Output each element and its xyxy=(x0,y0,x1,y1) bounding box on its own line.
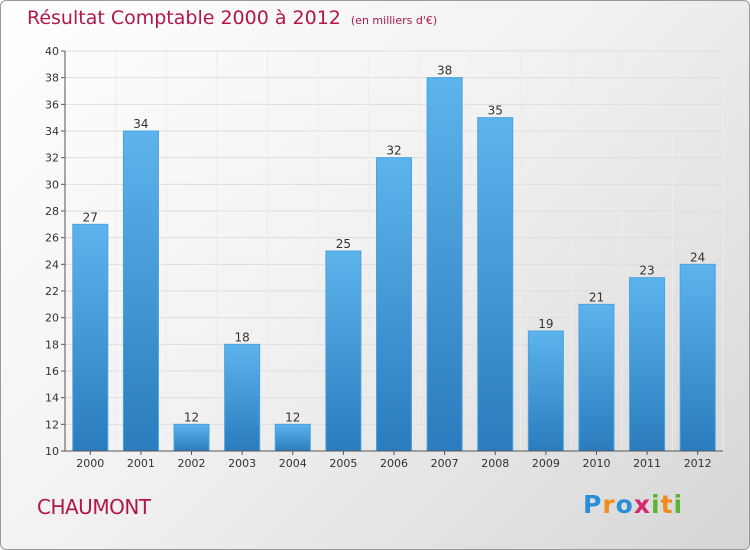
y-tick-label: 22 xyxy=(45,285,59,298)
proxiti-logo: Proxiti xyxy=(583,490,684,519)
bar-2001 xyxy=(122,130,159,452)
value-label: 18 xyxy=(235,330,250,344)
value-label: 34 xyxy=(133,117,148,131)
title-unit: (en milliers d'€) xyxy=(350,14,438,27)
value-label: 23 xyxy=(639,264,654,278)
x-tick-label: 2002 xyxy=(178,457,206,470)
value-label: 25 xyxy=(336,237,351,251)
y-tick-label: 30 xyxy=(45,178,59,191)
y-tick-label: 12 xyxy=(45,418,59,431)
x-tick-label: 2000 xyxy=(76,457,104,470)
value-label: 24 xyxy=(690,250,705,264)
x-tick-label: 2001 xyxy=(127,457,155,470)
x-tick-label: 2008 xyxy=(481,457,509,470)
y-tick-label: 10 xyxy=(45,445,59,458)
x-tick-label: 2011 xyxy=(633,457,661,470)
value-label: 21 xyxy=(589,290,604,304)
x-tick-label: 2012 xyxy=(684,457,712,470)
bar-2012 xyxy=(679,263,716,452)
y-tick-label: 24 xyxy=(45,258,59,271)
bar-2010 xyxy=(578,303,615,452)
value-label: 35 xyxy=(488,104,503,118)
value-label: 12 xyxy=(285,410,300,424)
y-tick-label: 28 xyxy=(45,205,59,218)
x-tick-label: 2005 xyxy=(329,457,357,470)
y-tick-label: 26 xyxy=(45,232,59,245)
place-name: CHAUMONT xyxy=(37,495,151,519)
x-tick-label: 2010 xyxy=(582,457,610,470)
x-tick-label: 2006 xyxy=(380,457,408,470)
bar-2006 xyxy=(376,157,412,452)
chart-title: Résultat Comptable 2000 à 2012 (en millie… xyxy=(27,7,437,29)
value-label: 12 xyxy=(184,410,199,424)
bar-2011 xyxy=(629,277,666,452)
y-tick-label: 16 xyxy=(45,365,59,378)
value-label: 38 xyxy=(437,64,452,78)
title-text: Résultat Comptable 2000 à 2012 xyxy=(27,7,341,29)
bars: 27 34 12 18 12 25 32 38 35 19 21 23 24 xyxy=(72,64,716,452)
bar-2000 xyxy=(72,223,109,452)
y-tick-label: 32 xyxy=(45,152,59,165)
x-tick-label: 2003 xyxy=(228,457,256,470)
bar-2009 xyxy=(527,330,564,452)
y-tick-label: 38 xyxy=(45,72,59,85)
y-tick-label: 20 xyxy=(45,312,59,325)
bar-2007 xyxy=(426,77,463,452)
x-tick-label: 2009 xyxy=(532,457,560,470)
axes: 10 12 14 16 18 20 22 24 26 28 30 32 34 36 38 40 2000 2001… xyxy=(45,45,723,470)
bar-2008 xyxy=(477,117,514,452)
bar-2004 xyxy=(274,423,311,452)
value-label: 32 xyxy=(386,144,401,158)
bar-2005 xyxy=(325,250,362,452)
x-tick-label: 2004 xyxy=(279,457,307,470)
y-tick-label: 18 xyxy=(45,338,59,351)
y-tick-label: 40 xyxy=(45,45,59,58)
bar-2003 xyxy=(224,343,261,452)
value-label: 27 xyxy=(83,210,98,224)
y-tick-label: 14 xyxy=(45,392,59,405)
bar-2002 xyxy=(173,423,210,452)
y-tick-label: 36 xyxy=(45,98,59,111)
value-label: 19 xyxy=(538,317,553,331)
y-tick-label: 34 xyxy=(45,125,59,138)
x-tick-label: 2007 xyxy=(431,457,459,470)
